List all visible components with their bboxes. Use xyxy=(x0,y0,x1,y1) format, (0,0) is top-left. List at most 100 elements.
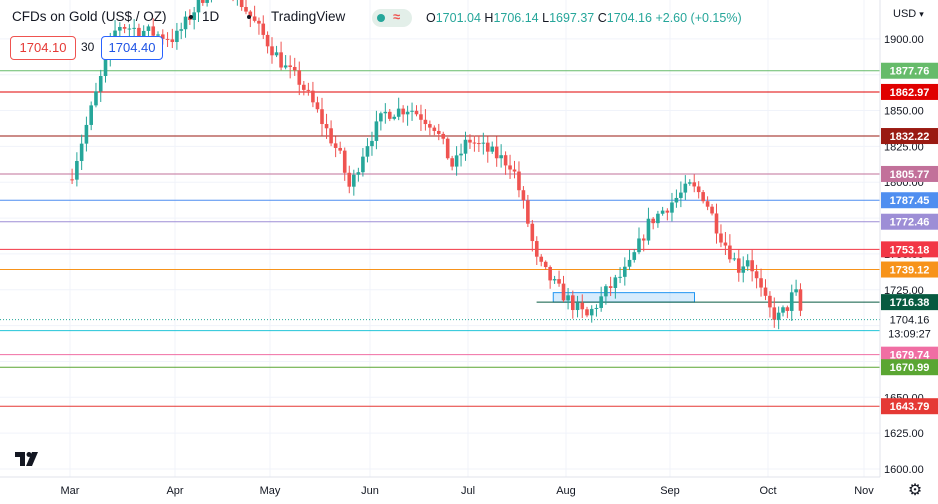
candle-body xyxy=(604,286,608,297)
currency-selector[interactable]: USD ▾ xyxy=(893,8,924,20)
candle-body xyxy=(566,295,570,301)
candle-body xyxy=(687,182,692,184)
candle-body xyxy=(383,111,388,114)
candle-body xyxy=(674,197,679,203)
candle-body xyxy=(274,52,279,56)
candle-body xyxy=(723,242,728,246)
candle-body xyxy=(772,307,777,320)
price-level-tag xyxy=(881,359,938,376)
price-tick-label: 1725.00 xyxy=(884,285,924,297)
candle-body xyxy=(306,89,311,91)
candle-body xyxy=(244,7,248,12)
candle-body xyxy=(445,138,450,159)
candle-body xyxy=(333,143,338,148)
candle-body xyxy=(283,65,288,68)
candle-body xyxy=(632,252,637,260)
candle-body xyxy=(543,261,548,268)
source-label: TradingView xyxy=(271,9,346,24)
candle-body xyxy=(763,287,768,296)
currency-label: USD xyxy=(893,8,917,20)
candle-body xyxy=(432,127,437,131)
candle-body xyxy=(557,279,561,284)
wave-icon: ≈ xyxy=(393,9,401,24)
candle-body xyxy=(396,108,401,117)
time-tick-label: Apr xyxy=(166,485,183,497)
candle-body xyxy=(594,307,599,309)
buy-price-button[interactable]: 1704.40 xyxy=(101,36,163,60)
price-level-label: 1772.46 xyxy=(890,217,930,229)
ohlc-readout: O1701.04 H1706.14 L1697.37 C1704.16 +2.6… xyxy=(426,11,742,25)
price-tick-label: 1625.00 xyxy=(884,428,924,440)
sell-price-button[interactable]: 1704.10 xyxy=(10,36,76,60)
low-value: 1697.37 xyxy=(549,11,595,25)
high-label: H xyxy=(484,11,494,25)
timeframe-label[interactable]: 1D xyxy=(202,9,220,24)
candle-body xyxy=(132,27,136,29)
price-level-label: 1787.45 xyxy=(890,195,930,207)
candle-body xyxy=(302,84,306,90)
candle-body xyxy=(365,146,370,157)
candle-body xyxy=(257,20,261,24)
candle-body xyxy=(165,38,170,40)
symbol-title[interactable]: CFDs on Gold (US$ / OZ) xyxy=(12,9,167,24)
gear-icon[interactable]: ⚙ xyxy=(907,482,923,499)
candle-body xyxy=(741,266,746,273)
time-axis-ticks: Mar Apr May Jun Jul Aug Sep Oct Nov xyxy=(61,485,875,497)
candle-body xyxy=(468,139,472,143)
candlestick-series xyxy=(70,0,803,330)
candle-body xyxy=(750,260,754,272)
candle-body xyxy=(288,65,292,67)
candle-body xyxy=(347,172,352,187)
price-level-label: 1643.79 xyxy=(890,401,930,413)
price-level-tag xyxy=(881,213,938,230)
candle-body xyxy=(196,0,201,13)
candle-body xyxy=(728,245,732,260)
candle-body xyxy=(118,26,122,31)
candle-body xyxy=(665,210,670,213)
tradingview-logo-icon[interactable] xyxy=(12,442,42,472)
candle-body xyxy=(459,153,463,156)
candle-body xyxy=(641,238,646,241)
candle-body xyxy=(490,146,495,152)
candle-body xyxy=(701,192,705,202)
spread-value: 30 xyxy=(81,40,95,54)
time-axis xyxy=(0,477,938,504)
chevron-down-icon: ▾ xyxy=(919,9,924,19)
candle-body xyxy=(745,260,750,267)
price-level-label: 1716.38 xyxy=(890,297,930,309)
candle-body xyxy=(103,58,108,76)
price-level-label: 1679.74 xyxy=(890,350,931,362)
price-level-tag xyxy=(881,165,938,182)
candle-body xyxy=(719,233,723,243)
candle-body xyxy=(714,213,719,234)
candle-body xyxy=(261,23,266,35)
candle-body xyxy=(794,289,798,293)
candle-body xyxy=(679,192,683,198)
candle-body xyxy=(589,308,594,316)
candle-body xyxy=(785,307,790,311)
candle-body xyxy=(423,119,428,125)
time-tick-label: Oct xyxy=(759,485,776,497)
candle-body xyxy=(526,200,530,224)
candle-body xyxy=(485,142,490,152)
candle-body xyxy=(436,130,441,134)
candle-body xyxy=(503,155,508,166)
candle-body xyxy=(387,111,392,119)
separator-dot xyxy=(247,15,251,19)
candle-body xyxy=(656,213,660,224)
candle-body xyxy=(428,124,432,128)
candle-body xyxy=(776,312,781,320)
candle-body xyxy=(70,179,74,181)
candle-body xyxy=(627,259,632,267)
low-label: L xyxy=(542,11,550,25)
candle-body xyxy=(512,169,517,172)
candle-body xyxy=(575,302,580,311)
market-status-toggle[interactable]: ≈ xyxy=(372,9,412,27)
candle-body xyxy=(618,276,622,278)
price-level-tag xyxy=(881,398,938,415)
candle-body xyxy=(98,75,103,92)
candle-body xyxy=(113,30,117,42)
candle-body xyxy=(329,128,333,144)
price-level-tag xyxy=(881,241,938,258)
